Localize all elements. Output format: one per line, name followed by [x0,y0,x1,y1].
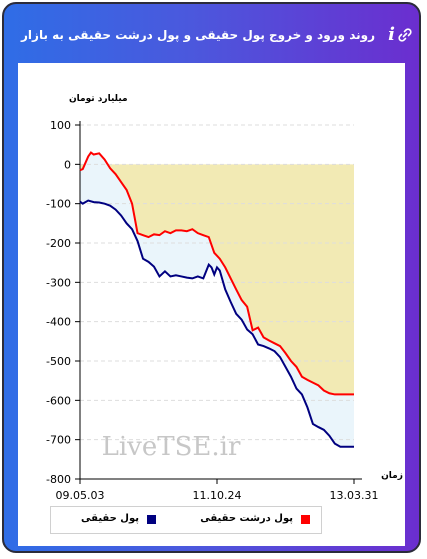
fill-between-series [80,152,354,447]
y-tick-label: -300 [46,276,71,289]
watermark: LiveTSE.ir [102,432,241,462]
legend-label-real-money: پول حقیقی [81,513,139,524]
y-axis-label: میلیارد تومان [69,94,128,104]
info-icon[interactable]: i [388,24,395,45]
legend-swatch-real-money [147,515,156,524]
y-tick-label: -400 [46,316,71,329]
y-tick-label: -500 [46,355,71,368]
legend-label-large-real-money: پول درشت حقیقی [200,513,293,524]
x-tick-label: 11.10.24 [193,489,242,502]
fill-above-large-series [80,164,354,395]
x-axis-label: زمان [381,471,403,481]
x-tick-label: 09.05.03 [56,489,105,502]
legend-swatch-large-real-money [301,515,310,524]
legend: پول درشت حقیقی پول حقیقی [50,506,322,534]
y-tick-label: -200 [46,237,71,250]
y-tick-label: -800 [46,473,71,486]
line-chart: 100 0 -100 -200 -300 -400 -500 -600 -700 -800 09.0… [46,94,403,502]
series-line-large-real-money [79,151,354,396]
series-line-real-money [79,199,354,448]
x-tick-label: 13.03.31 [330,489,379,502]
card-header: روند ورود و خروج پول حقیقی و پول درشت حق… [4,4,419,62]
y-tick-label: -100 [46,198,71,211]
chart-card: روند ورود و خروج پول حقیقی و پول درشت حق… [2,2,421,553]
y-tick-label: -600 [46,394,71,407]
chart-title: روند ورود و خروج پول حقیقی و پول درشت حق… [21,28,375,42]
y-tick-label: 0 [64,158,71,171]
link-icon[interactable] [397,27,413,43]
y-tick-label: 100 [50,119,71,132]
y-tick-label: -700 [46,434,71,447]
chart-panel: 100 0 -100 -200 -300 -400 -500 -600 -700 -800 09.0… [18,63,405,546]
